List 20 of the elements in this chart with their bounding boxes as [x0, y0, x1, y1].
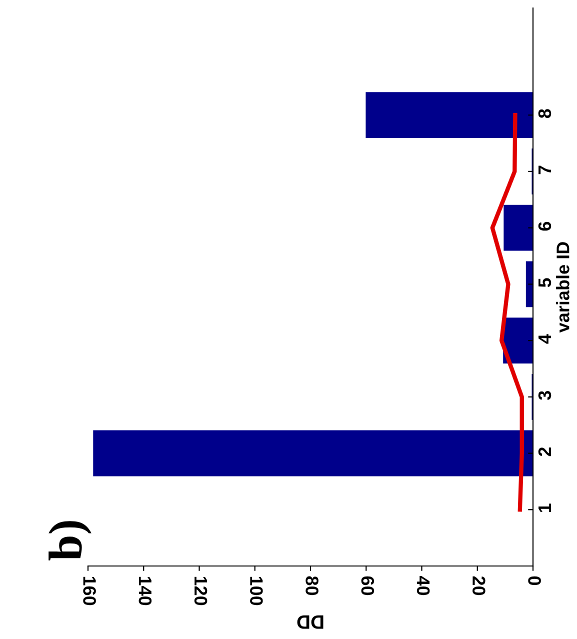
x-tick-label: 120	[194, 576, 208, 606]
y-tick-label: 7	[538, 166, 551, 174]
x-tick-label: 20	[472, 576, 486, 596]
x-axis-title: DD	[297, 615, 324, 629]
text: b)	[48, 521, 92, 560]
y-tick-label: 8	[538, 109, 552, 118]
y-tick-label: 1	[538, 504, 551, 512]
x-tick-label: 40	[416, 576, 430, 596]
x-tick-label: 0	[528, 576, 541, 586]
x-tick-label: 60	[361, 576, 374, 596]
y-axis-title: variable ID	[556, 242, 570, 333]
y-tick-label: 3	[538, 391, 552, 400]
x-tick-label: 100	[250, 576, 263, 606]
x-tick-label: 80	[306, 576, 318, 596]
y-tick-label: 5	[538, 278, 552, 288]
x-tick-label: 140	[138, 576, 152, 606]
y-tick-label: 2	[538, 447, 551, 456]
x-tick-label: 160	[83, 576, 96, 606]
y-tick-label: 4	[538, 334, 551, 344]
y-tick-label: 6	[538, 222, 552, 231]
